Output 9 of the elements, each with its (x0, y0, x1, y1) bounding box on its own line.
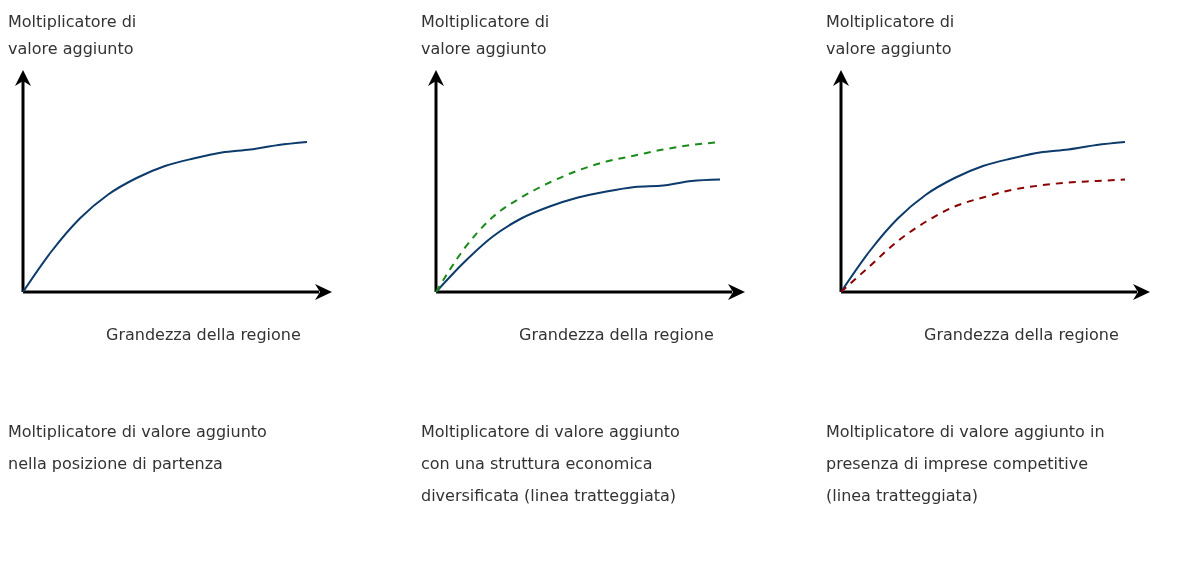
text: Moltiplicatore di valore aggiunto con una struttura economica diversificata (linea tratteggiata) (421, 422, 680, 505)
y-axis-title: Moltiplicatore di valore aggiunto (421, 12, 550, 58)
y-axis-title: Moltiplicatore di valore aggiunto (826, 12, 955, 58)
text: Moltiplicatore di valore aggiunto in presenza di imprese competitive (linea tratteggiata) (826, 422, 1105, 505)
text: Moltiplicatore di valore aggiunto nella posizione di partenza (8, 422, 267, 473)
y-axis-title: Moltiplicatore di valore aggiunto (8, 12, 137, 58)
x-axis-title: Grandezza della regione (106, 325, 301, 344)
x-axis-title: Grandezza della regione (924, 325, 1119, 344)
x-axis-title: Grandezza della regione (519, 325, 714, 344)
